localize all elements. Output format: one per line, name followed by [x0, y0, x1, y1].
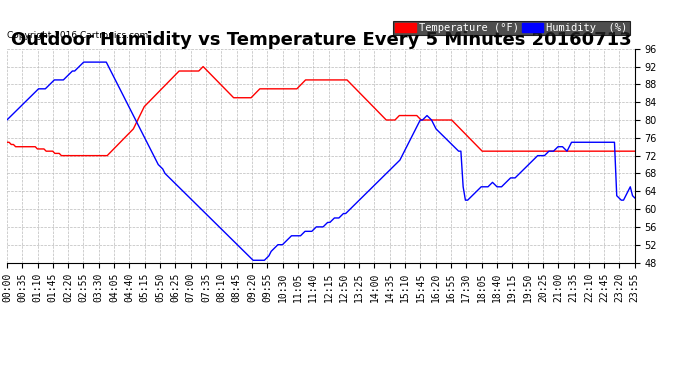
Legend: Temperature (°F), Humidity  (%): Temperature (°F), Humidity (%) — [393, 21, 629, 35]
Text: Copyright 2016 Cartronics.com: Copyright 2016 Cartronics.com — [7, 31, 148, 40]
Title: Outdoor Humidity vs Temperature Every 5 Minutes 20160713: Outdoor Humidity vs Temperature Every 5 … — [10, 31, 631, 49]
